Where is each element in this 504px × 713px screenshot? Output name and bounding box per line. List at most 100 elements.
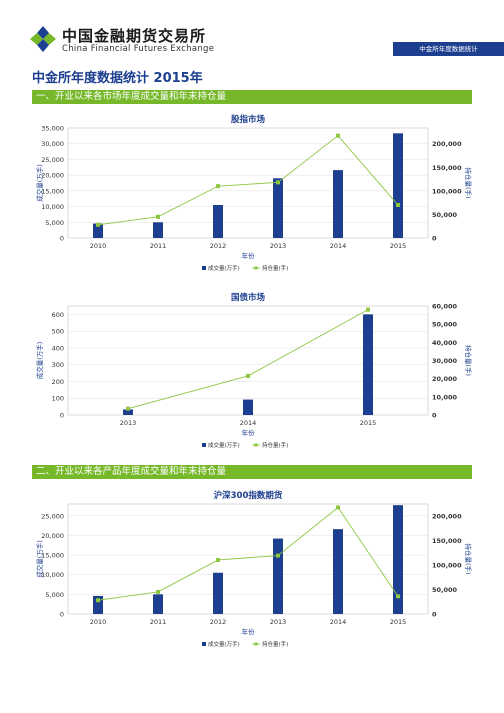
bar-volume bbox=[213, 205, 223, 238]
bar-volume bbox=[333, 170, 343, 238]
plot-area bbox=[67, 305, 429, 416]
x-tick-label: 2012 bbox=[210, 618, 227, 626]
y2-tick-label: 50,000 bbox=[432, 586, 458, 594]
bar-volume bbox=[93, 595, 103, 614]
y2-tick-label: 10,000 bbox=[432, 393, 458, 401]
line-open-interest bbox=[97, 135, 399, 226]
y-tick-label: 100 bbox=[52, 395, 64, 403]
y2-tick-label: 150,000 bbox=[432, 537, 462, 545]
page-title: 中金所年度数据统计 2015年 bbox=[32, 71, 203, 86]
point-open-interest bbox=[156, 214, 160, 219]
y2-tick-label: 30,000 bbox=[432, 357, 458, 365]
bar-volume bbox=[393, 133, 403, 238]
bar-volume bbox=[273, 178, 283, 238]
point-open-interest bbox=[246, 373, 250, 378]
legend-label-open-interest: 持仓量(手) bbox=[262, 640, 288, 648]
legend-label-open-interest: 持仓量(手) bbox=[262, 441, 288, 449]
section-title-products: 二、开业以来各产品年度成交量和年末持仓量 bbox=[32, 465, 472, 479]
y2-axis-label: 持仓量(手) bbox=[464, 543, 473, 574]
bar-volume bbox=[123, 409, 133, 415]
legend-label-volume: 成交量(万手) bbox=[208, 640, 240, 648]
x-tick-label: 2014 bbox=[240, 419, 257, 427]
x-axis-label: 年份 bbox=[242, 627, 256, 636]
y2-tick-label: 20,000 bbox=[432, 375, 458, 383]
x-tick-label: 2013 bbox=[120, 419, 137, 427]
y-tick-label: 500 bbox=[52, 328, 64, 336]
y-tick-label: 0 bbox=[60, 235, 64, 243]
x-axis-label: 年份 bbox=[242, 428, 256, 437]
x-tick-label: 2015 bbox=[390, 618, 407, 626]
point-open-interest bbox=[96, 598, 100, 603]
y-tick-label: 5,000 bbox=[45, 591, 64, 599]
bar-volume bbox=[153, 222, 163, 238]
legend-swatch-open-interest bbox=[254, 266, 258, 270]
point-open-interest bbox=[276, 180, 280, 185]
y-axis-label: 成交量(万手) bbox=[35, 342, 44, 380]
y-tick-label: 25,000 bbox=[41, 512, 64, 520]
y2-tick-label: 150,000 bbox=[432, 164, 462, 172]
legend-swatch-volume bbox=[202, 266, 206, 270]
point-open-interest bbox=[396, 594, 400, 599]
bar-volume bbox=[243, 399, 253, 415]
bar-volume bbox=[333, 529, 343, 614]
point-open-interest bbox=[156, 589, 160, 594]
point-open-interest bbox=[216, 557, 220, 562]
point-open-interest bbox=[96, 222, 100, 227]
bar-volume bbox=[93, 223, 103, 238]
y2-tick-label: 50,000 bbox=[432, 211, 458, 219]
y-tick-label: 35,000 bbox=[41, 125, 64, 133]
x-tick-label: 2015 bbox=[360, 419, 377, 427]
y-tick-label: 0 bbox=[60, 412, 64, 420]
line-open-interest bbox=[127, 309, 369, 410]
line-open-interest bbox=[97, 506, 399, 601]
legend-label-open-interest: 持仓量(手) bbox=[262, 264, 288, 272]
chart-equity-index-market: 股指市场 0 5,000 10,000 15,000 20,000 25,000 30,000… bbox=[35, 114, 473, 272]
y-tick-label: 5,000 bbox=[45, 219, 64, 227]
y-tick-label: 25,000 bbox=[41, 156, 64, 164]
y2-tick-label: 0 bbox=[432, 412, 437, 420]
bar-volume bbox=[153, 594, 163, 614]
x-tick-label: 2013 bbox=[270, 618, 287, 626]
chart-csi300-futures: 沪深300指数期货 0 5,000 10,000 15,000 20,000 25,000 0… bbox=[35, 490, 473, 648]
bar-volume bbox=[363, 314, 373, 415]
page-header: 中国金融期货交易所 China Financial Futures Exchan… bbox=[0, 0, 504, 62]
y2-tick-label: 60,000 bbox=[432, 303, 458, 311]
legend-label-volume: 成交量(万手) bbox=[208, 441, 240, 449]
y2-tick-label: 50,000 bbox=[432, 321, 458, 329]
y-tick-label: 10,000 bbox=[41, 571, 64, 579]
org-name-cn: 中国金融期货交易所 bbox=[62, 27, 207, 45]
y2-tick-label: 200,000 bbox=[432, 512, 462, 520]
y-axis-label: 成交量(万手) bbox=[35, 164, 44, 202]
y-tick-label: 300 bbox=[52, 361, 64, 369]
chart-title: 国债市场 bbox=[231, 292, 266, 303]
point-open-interest bbox=[336, 505, 340, 510]
y-tick-label: 200 bbox=[52, 378, 64, 386]
legend-swatch-open-interest bbox=[254, 443, 258, 447]
chart-title: 股指市场 bbox=[231, 114, 266, 125]
y-tick-label: 15,000 bbox=[41, 187, 64, 195]
x-tick-label: 2012 bbox=[210, 242, 227, 250]
chart-treasury-market: 国债市场 0 100 200 300 400 500 600 0 10,000 20,000 30,0… bbox=[35, 292, 473, 449]
y2-tick-label: 40,000 bbox=[432, 339, 458, 347]
y2-axis-label: 持仓量(手) bbox=[464, 167, 473, 198]
y2-tick-label: 100,000 bbox=[432, 561, 462, 569]
x-tick-label: 2011 bbox=[150, 242, 167, 250]
point-open-interest bbox=[336, 133, 340, 138]
y-tick-label: 30,000 bbox=[41, 140, 64, 148]
point-open-interest bbox=[396, 202, 400, 207]
x-tick-label: 2014 bbox=[330, 618, 347, 626]
x-tick-label: 2010 bbox=[90, 242, 107, 250]
legend-swatch-volume bbox=[202, 443, 206, 447]
y-tick-label: 0 bbox=[60, 611, 64, 619]
x-tick-label: 2011 bbox=[150, 618, 167, 626]
x-axis-label: 年份 bbox=[242, 251, 256, 260]
x-tick-label: 2015 bbox=[390, 242, 407, 250]
legend-swatch-open-interest bbox=[254, 642, 258, 646]
x-tick-label: 2010 bbox=[90, 618, 107, 626]
x-tick-label: 2013 bbox=[270, 242, 287, 250]
bar-volume bbox=[213, 572, 223, 614]
point-open-interest bbox=[366, 307, 370, 312]
cffex-logo-icon bbox=[30, 26, 56, 52]
section-title-markets: 一、开业以来各市场年度成交量和年末持仓量 bbox=[32, 90, 472, 104]
y-tick-label: 400 bbox=[52, 344, 64, 352]
